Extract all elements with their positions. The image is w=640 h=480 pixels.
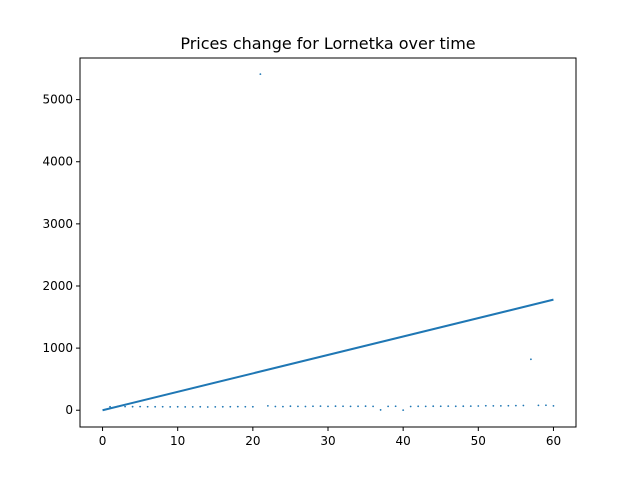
data-point	[424, 405, 427, 408]
data-point	[214, 405, 217, 408]
data-point	[469, 405, 472, 408]
data-point	[259, 73, 262, 76]
data-point	[146, 405, 149, 408]
data-point	[349, 405, 352, 408]
data-point	[357, 405, 359, 408]
y-tick-label: 0	[65, 403, 73, 417]
data-point	[161, 405, 164, 408]
data-point	[342, 405, 344, 408]
data-point	[154, 405, 157, 408]
plot-area	[102, 73, 555, 412]
x-tick-label: 40	[396, 434, 411, 448]
data-point	[387, 405, 390, 408]
data-point	[462, 405, 465, 408]
x-tick-label: 0	[99, 434, 107, 448]
axes-frame	[79, 57, 577, 428]
data-point	[184, 406, 187, 408]
x-tick-label: 10	[170, 434, 185, 448]
data-point	[236, 405, 239, 408]
data-point	[514, 404, 517, 407]
data-point	[334, 405, 337, 408]
data-point	[169, 405, 172, 408]
data-point	[552, 404, 555, 407]
data-point	[131, 405, 134, 408]
data-point	[199, 405, 202, 408]
data-point	[530, 358, 532, 361]
data-point	[537, 404, 540, 407]
trend-line	[102, 298, 554, 412]
y-tick-label: 4000	[42, 155, 73, 169]
data-point	[327, 405, 329, 408]
data-point	[372, 405, 374, 408]
x-tick-label: 30	[320, 434, 335, 448]
data-point	[266, 404, 269, 407]
data-point	[176, 405, 179, 408]
data-point	[409, 405, 412, 408]
data-point	[477, 405, 480, 407]
axis-ticks: 0 10 20 30 40 50 60 0 1000 2000 3000 4000 5000	[42, 93, 561, 448]
data-point	[522, 404, 525, 407]
data-point	[274, 405, 277, 408]
data-point	[454, 405, 457, 408]
x-tick-label: 60	[546, 434, 561, 448]
data-point	[499, 404, 502, 407]
data-point	[206, 406, 209, 408]
data-point	[402, 409, 405, 411]
y-tick-label: 1000	[42, 341, 73, 355]
data-point	[507, 404, 510, 407]
data-point	[221, 405, 224, 408]
data-point	[432, 405, 435, 408]
data-point	[244, 405, 247, 408]
data-point	[484, 404, 487, 407]
data-point	[439, 405, 442, 408]
data-point	[251, 405, 254, 408]
data-point	[304, 405, 307, 408]
data-point	[191, 405, 194, 408]
x-tick-label: 50	[471, 434, 486, 448]
data-point	[229, 405, 232, 408]
x-tick-label: 20	[245, 434, 260, 448]
data-point	[124, 405, 126, 408]
data-point	[282, 405, 284, 408]
data-point	[394, 405, 397, 408]
data-point	[379, 409, 382, 411]
data-point	[364, 405, 367, 408]
data-point	[297, 405, 299, 408]
data-point	[139, 405, 142, 408]
y-tick-label: 2000	[42, 279, 73, 293]
y-tick-label: 5000	[42, 93, 73, 107]
data-point	[319, 405, 322, 408]
data-point	[312, 405, 314, 408]
data-point	[492, 404, 495, 407]
y-tick-label: 3000	[42, 217, 73, 231]
data-point	[447, 405, 450, 408]
data-point	[545, 404, 547, 407]
data-point	[289, 405, 292, 408]
data-point	[417, 405, 420, 408]
chart-title: Prices change for Lornetka over time	[180, 34, 475, 53]
